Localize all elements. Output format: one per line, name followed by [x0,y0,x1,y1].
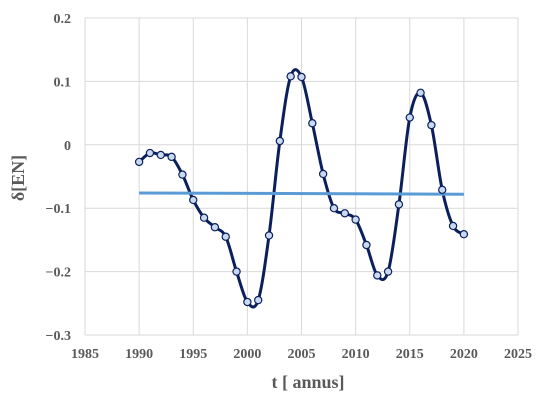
data-point [383,267,393,276]
y-tick-label: −0.1 [46,202,71,217]
data-point [448,221,458,231]
data-point [264,231,274,240]
x-tick-label: 2010 [342,347,370,362]
data-point [351,215,360,224]
data-point [438,185,447,195]
data-point [145,148,155,158]
x-tick-label: 2025 [504,347,532,362]
x-axis-label: t [ annus] [271,372,344,392]
data-point [275,136,285,146]
data-point [243,297,252,307]
tick-labels: −0.3 −0.2 −0.1 0 0.1 0.2 1985 1990 1995 2000 2005 2… [46,12,532,362]
data-point [210,223,220,232]
trend-line [139,191,464,196]
data-point [286,72,295,81]
data-point [329,203,339,213]
x-tick-label: 2000 [233,347,261,362]
data-point [167,152,176,162]
data-point [427,120,436,130]
data-point [405,113,414,122]
data-point [318,169,328,179]
y-axis-label: δ[EN] [8,155,28,201]
data-point [134,157,144,167]
x-tick-label: 2015 [396,347,424,362]
data-point [156,150,165,160]
x-tick-label: 2020 [450,347,478,362]
data-point [232,267,241,276]
data-point [340,209,349,218]
x-tick-label: 1995 [179,347,207,362]
data-point [308,119,317,128]
data-point [189,195,198,205]
data-point [394,200,404,209]
data-point [416,88,425,98]
x-tick-label: 2005 [288,347,316,362]
y-tick-label: 0.2 [54,12,72,27]
data-point [178,170,187,179]
data-point [254,295,263,305]
x-tick-label: 1985 [71,347,99,362]
data-point [221,232,230,241]
data-point [199,213,209,222]
data-point [297,72,306,82]
grid [84,17,519,336]
series-layer [134,68,469,309]
data-point [362,240,371,250]
y-tick-label: 0 [64,139,71,154]
y-tick-label: 0.1 [54,75,72,90]
data-point [459,229,469,239]
y-tick-label: −0.2 [46,266,71,281]
y-tick-label: −0.3 [46,329,71,344]
x-tick-label: 1990 [125,347,153,362]
data-point [373,271,382,280]
